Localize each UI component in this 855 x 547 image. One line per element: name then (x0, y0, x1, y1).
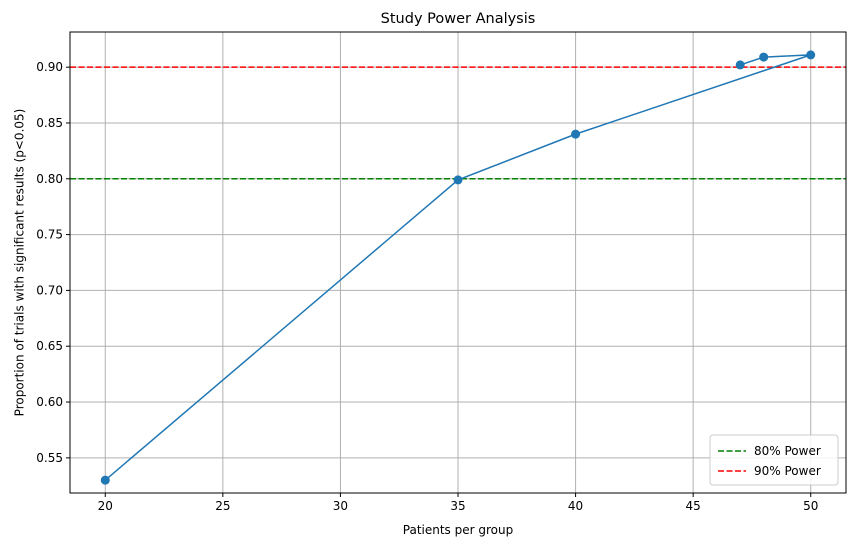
y-tick-label: 0.90 (36, 60, 63, 74)
y-tick-label: 0.55 (36, 451, 63, 465)
legend-label: 80% Power (754, 444, 821, 458)
x-tick-label: 25 (215, 499, 230, 513)
x-tick-label: 40 (568, 499, 583, 513)
legend-box (709, 434, 839, 486)
y-tick-label: 0.65 (36, 339, 63, 353)
x-tick-label: 30 (333, 499, 348, 513)
x-tick-label: 45 (686, 499, 701, 513)
x-axis-title: Patients per group (403, 523, 513, 537)
data-point (571, 129, 581, 139)
data-point (100, 475, 110, 485)
y-tick-label: 0.80 (36, 172, 63, 186)
data-series (100, 50, 816, 485)
y-tick-label: 0.70 (36, 283, 63, 297)
y-tick-label: 0.75 (36, 228, 63, 242)
x-axis-ticks: 20 25 30 35 40 45 50 (98, 493, 818, 513)
x-tick-label: 50 (803, 499, 818, 513)
data-point (453, 175, 463, 185)
y-tick-label: 0.60 (36, 395, 63, 409)
chart-title: Study Power Analysis (381, 11, 536, 27)
y-axis-title: Proportion of trials with significant re… (13, 109, 27, 417)
x-tick-label: 20 (98, 499, 113, 513)
legend-label: 90% Power (754, 464, 821, 478)
data-point (735, 60, 745, 70)
y-tick-label: 0.85 (36, 116, 63, 130)
legend: 80% Power 90% Power (709, 434, 839, 486)
data-point (759, 52, 769, 62)
x-tick-label: 35 (450, 499, 465, 513)
y-axis-ticks: 0.55 0.60 0.65 0.70 0.75 0.80 0.85 0.90 (36, 60, 70, 465)
data-point (806, 50, 816, 60)
